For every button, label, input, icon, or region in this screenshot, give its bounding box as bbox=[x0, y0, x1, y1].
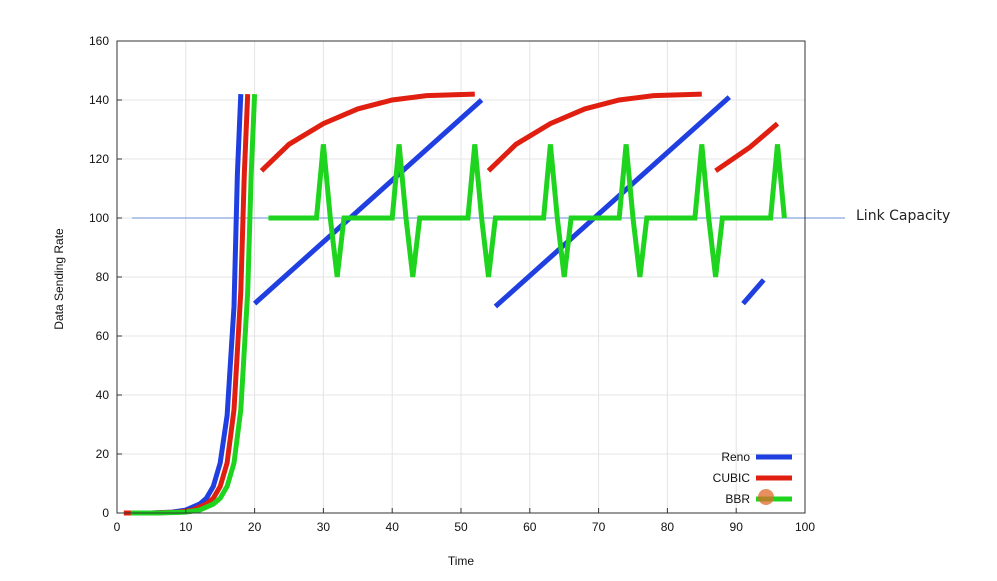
x-tick-label: 100 bbox=[795, 520, 815, 534]
x-tick-label: 20 bbox=[248, 520, 262, 534]
y-tick-label: 140 bbox=[89, 93, 109, 107]
cubic-line-segment bbox=[486, 91, 702, 173]
x-tick-label: 10 bbox=[179, 520, 193, 534]
legend-label-reno: Reno bbox=[721, 450, 750, 464]
y-tick-label: 20 bbox=[96, 447, 110, 461]
bbr-line-segment bbox=[130, 93, 258, 516]
y-tick-label: 160 bbox=[89, 34, 109, 48]
legend: Reno CUBIC BBR bbox=[713, 450, 792, 506]
x-tick-label: 0 bbox=[114, 520, 121, 534]
legend-label-bbr: BBR bbox=[725, 492, 750, 506]
y-tick-labels: 0 20 40 60 80 100 120 140 160 bbox=[89, 34, 122, 520]
x-tick-label: 40 bbox=[386, 520, 400, 534]
link-capacity-label: Link Capacity bbox=[856, 208, 950, 224]
y-tick-label: 40 bbox=[96, 388, 110, 402]
series-bbr bbox=[130, 93, 787, 516]
x-axis-title: Time bbox=[448, 554, 475, 568]
y-tick-label: 80 bbox=[96, 270, 110, 284]
y-tick-label: 0 bbox=[102, 506, 109, 520]
x-tick-label: 90 bbox=[730, 520, 744, 534]
y-tick-label: 100 bbox=[89, 211, 109, 225]
x-tick-label: 50 bbox=[454, 520, 468, 534]
x-tick-labels: 0 10 20 30 40 50 60 70 80 90 100 bbox=[114, 508, 815, 534]
y-tick-label: 60 bbox=[96, 329, 110, 343]
x-tick-label: 80 bbox=[661, 520, 675, 534]
x-tick-label: 30 bbox=[317, 520, 331, 534]
x-tick-label: 60 bbox=[523, 520, 537, 534]
series-group bbox=[123, 91, 787, 516]
reno-line-segment bbox=[123, 93, 244, 516]
x-tick-label: 70 bbox=[592, 520, 606, 534]
grid bbox=[116, 40, 806, 514]
cursor-highlight bbox=[758, 489, 774, 505]
legend-label-cubic: CUBIC bbox=[713, 471, 751, 485]
y-axis-title: Data Sending Rate bbox=[52, 228, 66, 330]
cubic-line-segment bbox=[259, 91, 475, 173]
y-tick-label: 120 bbox=[89, 152, 109, 166]
reno-line-segment bbox=[741, 278, 766, 306]
cubic-line-segment bbox=[714, 121, 780, 173]
bbr-line-segment bbox=[268, 144, 787, 278]
reno-line-segment bbox=[252, 98, 484, 306]
reno-line-segment bbox=[493, 95, 731, 309]
